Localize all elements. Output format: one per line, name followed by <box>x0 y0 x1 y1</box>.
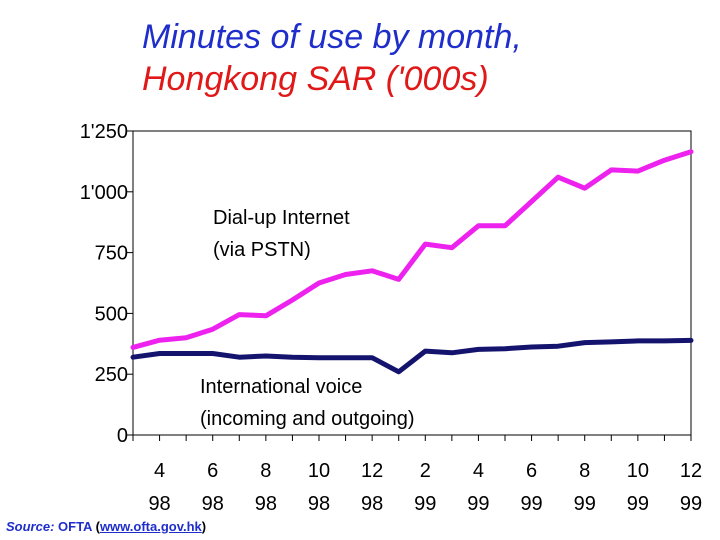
y-tick-label: 1'250 <box>80 121 128 143</box>
y-tick-label: 750 <box>95 243 128 265</box>
plot-frame <box>132 130 692 436</box>
source-paren-close: ) <box>201 519 207 534</box>
x-tick-month: 6 <box>207 460 218 482</box>
series-label-line: (incoming and outgoing) <box>200 408 415 430</box>
x-tick-year: 98 <box>202 493 224 515</box>
y-tick-label: 500 <box>95 303 128 325</box>
x-tick-month: 12 <box>680 460 702 482</box>
series-annotations: Dial-up Internet (via PSTN) International … <box>200 207 415 430</box>
x-tick-month: 4 <box>154 460 165 482</box>
series-label-line: (via PSTN) <box>213 239 311 261</box>
x-tick-month: 8 <box>260 460 271 482</box>
dialup-internet-line <box>130 149 694 350</box>
series-lines <box>130 149 694 375</box>
international-voice-line <box>130 337 694 375</box>
x-axis: 4 98 6 98 8 98 10 98 12 98 2 99 4 99 6 99 8 99 10 99 12 99 <box>132 435 702 515</box>
chart-subtitle: Hongkong SAR ('000s) <box>142 60 489 98</box>
x-tick-year: 99 <box>414 493 436 515</box>
source-paren-open: ( <box>95 519 100 534</box>
series-label-line: International voice <box>200 376 362 398</box>
source-label: Source: <box>6 519 55 534</box>
x-tick-year: 99 <box>520 493 542 515</box>
y-axis: 0 250 500 750 1'000 1'250 <box>80 121 133 447</box>
x-tick-month: 10 <box>308 460 330 482</box>
chart-title: Minutes of use by month, <box>142 18 522 56</box>
x-tick-month: 12 <box>361 460 383 482</box>
x-tick-year: 99 <box>627 493 649 515</box>
x-tick-month: 10 <box>627 460 649 482</box>
y-tick-label: 250 <box>95 364 128 386</box>
x-tick-year: 99 <box>680 493 702 515</box>
x-tick-month: 6 <box>526 460 537 482</box>
x-tick-month: 2 <box>420 460 431 482</box>
x-tick-year: 98 <box>361 493 383 515</box>
source-link[interactable]: www.ofta.gov.hk <box>99 519 202 534</box>
x-tick-month: 8 <box>579 460 590 482</box>
x-tick-year: 99 <box>574 493 596 515</box>
source-note: Source: OFTA (www.ofta.gov.hk) <box>6 519 206 534</box>
plot-border <box>132 130 692 436</box>
y-tick-label: 0 <box>117 425 128 447</box>
series-label-line: Dial-up Internet <box>213 207 350 229</box>
x-tick-year: 99 <box>467 493 489 515</box>
x-tick-year: 98 <box>148 493 170 515</box>
x-tick-year: 98 <box>308 493 330 515</box>
source-org: OFTA <box>58 519 92 534</box>
x-tick-year: 98 <box>255 493 277 515</box>
y-tick-label: 1'000 <box>80 182 128 204</box>
x-tick-month: 4 <box>473 460 484 482</box>
